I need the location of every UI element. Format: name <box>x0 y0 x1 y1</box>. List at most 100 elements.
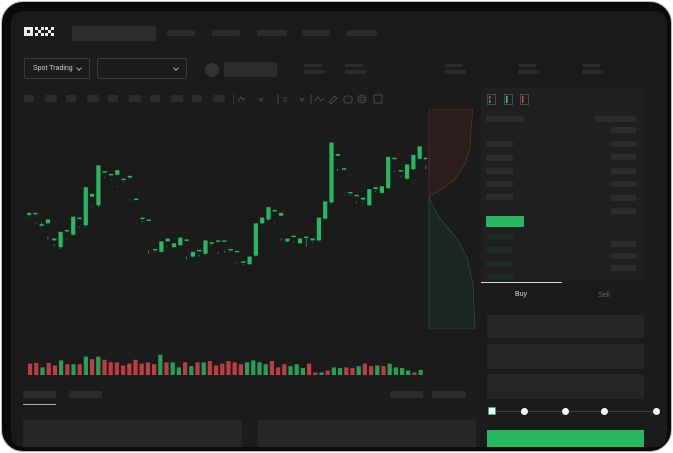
amount-input[interactable] <box>487 344 644 369</box>
volume-bar <box>46 362 51 375</box>
tab-sell[interactable]: Sell <box>598 292 610 299</box>
candle-body <box>260 217 265 224</box>
candle-body <box>411 154 416 170</box>
volume-bar <box>294 364 299 375</box>
candle <box>291 235 296 243</box>
candle <box>190 251 195 258</box>
orderbook-view-toggle[interactable] <box>487 94 537 105</box>
total-input[interactable] <box>487 374 644 399</box>
candle-body <box>178 237 183 246</box>
nav-item[interactable] <box>302 30 330 36</box>
candle-body <box>253 223 258 256</box>
volume-bar <box>28 363 33 375</box>
candle <box>39 222 44 226</box>
candle-body <box>165 238 170 242</box>
candle <box>379 186 384 194</box>
nav-item[interactable] <box>212 30 240 36</box>
stat-value <box>345 70 366 74</box>
candle-body <box>52 238 57 241</box>
bottom-action[interactable] <box>432 391 466 398</box>
fullscreen-icon <box>373 94 383 104</box>
candle-body <box>423 157 427 160</box>
nav-item[interactable] <box>167 30 195 36</box>
candle-body <box>234 250 240 253</box>
timeframe-button <box>213 95 225 102</box>
volume-bar <box>220 363 225 375</box>
ask-price <box>486 168 513 174</box>
tab-buy[interactable]: Buy <box>514 291 528 298</box>
stat-value <box>445 70 466 74</box>
candle <box>108 173 114 181</box>
candle-body <box>222 240 227 242</box>
ask-amount <box>611 154 636 160</box>
nav-item[interactable] <box>257 30 287 36</box>
timeframe-button <box>66 95 76 102</box>
volume-bar <box>121 365 126 375</box>
candle <box>247 256 252 266</box>
volume-bar <box>195 362 200 375</box>
candle <box>52 238 57 247</box>
nav-item[interactable] <box>347 30 377 36</box>
candlestick-chart[interactable] <box>17 107 427 377</box>
candle-body <box>197 249 202 252</box>
candle-body <box>64 229 69 232</box>
ask-amount <box>611 127 636 133</box>
slider-step[interactable] <box>601 408 608 415</box>
amount-slider[interactable] <box>491 411 659 412</box>
search-bar[interactable] <box>72 26 156 41</box>
tab-order-history[interactable] <box>69 391 102 398</box>
volume-bar <box>350 368 355 375</box>
volume-bar <box>183 362 188 375</box>
candle <box>153 248 158 253</box>
volume-bar <box>375 365 380 375</box>
active-tab-indicator <box>481 282 562 283</box>
price-input[interactable] <box>487 315 644 338</box>
timeframe-button <box>150 95 160 102</box>
volume-bar <box>338 368 343 375</box>
candle <box>285 238 290 243</box>
candle-body <box>171 243 177 248</box>
candle-body <box>71 216 76 235</box>
candle-body <box>159 241 164 252</box>
candle-body <box>279 212 284 216</box>
candle-body <box>140 217 145 220</box>
candle-body <box>127 175 132 178</box>
candle <box>115 170 120 188</box>
slider-step[interactable] <box>653 408 660 415</box>
tab-open-orders[interactable] <box>23 391 56 398</box>
volume-bar <box>418 369 423 375</box>
market-type-dropdown[interactable]: Spot Trading <box>24 58 90 79</box>
orderbook-asks-icon <box>522 96 524 103</box>
timeframe-button <box>129 95 141 102</box>
ask-price <box>486 116 524 122</box>
candle-body <box>27 212 32 215</box>
candle <box>386 156 391 190</box>
candle <box>342 168 347 196</box>
candle-body <box>146 219 151 221</box>
candle-body <box>323 201 328 219</box>
slider-step[interactable] <box>562 408 569 415</box>
slider-handle[interactable] <box>488 407 496 415</box>
chevron-down-icon <box>76 64 82 71</box>
candle <box>329 142 334 204</box>
okx-logo[interactable] <box>24 26 54 37</box>
candle <box>411 154 416 171</box>
slider-step[interactable] <box>521 408 528 415</box>
volume-bar <box>251 360 256 375</box>
volume-bar <box>393 367 398 375</box>
buy-button[interactable] <box>487 430 644 447</box>
ruler-icon <box>328 95 338 105</box>
ask-amount <box>611 195 636 201</box>
ask-amount-header <box>595 116 636 122</box>
bid-price <box>486 261 513 267</box>
candle <box>360 197 366 203</box>
pair-dropdown[interactable] <box>97 58 187 79</box>
candle <box>228 248 233 252</box>
volume-bar <box>77 364 82 375</box>
candle <box>323 201 328 220</box>
candle-body <box>216 240 221 242</box>
volume-bar <box>325 370 330 375</box>
candle <box>348 191 353 196</box>
volume-bar <box>170 362 175 375</box>
bottom-action[interactable] <box>390 391 423 398</box>
